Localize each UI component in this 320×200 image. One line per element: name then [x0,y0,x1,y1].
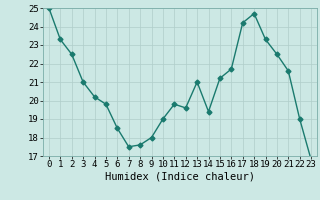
X-axis label: Humidex (Indice chaleur): Humidex (Indice chaleur) [105,172,255,182]
